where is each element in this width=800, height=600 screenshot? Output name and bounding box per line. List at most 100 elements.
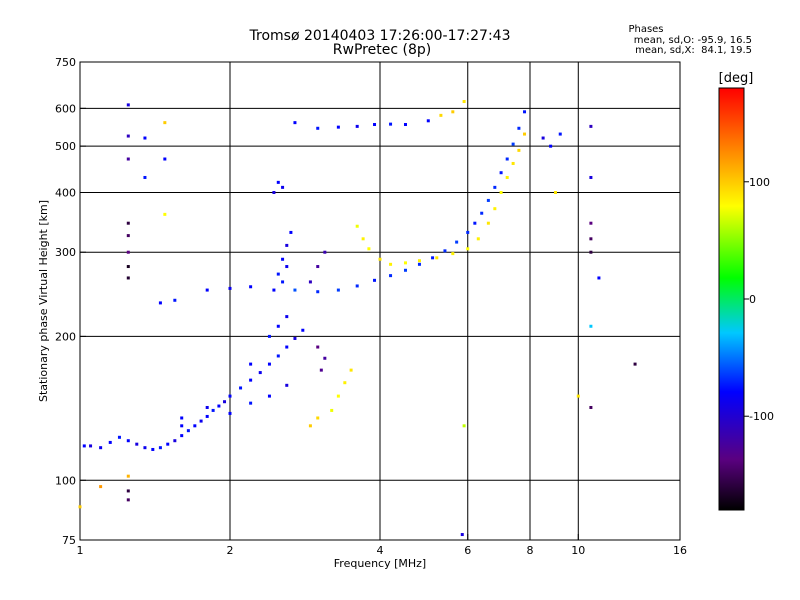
data-point <box>163 212 167 216</box>
data-point <box>473 221 477 225</box>
data-point <box>589 324 593 328</box>
data-point <box>126 250 130 254</box>
colorbar-ticks: 100 0 -100 <box>744 176 774 423</box>
data-point <box>389 122 393 126</box>
data-point <box>239 386 243 390</box>
data-point <box>82 444 86 448</box>
data-point <box>249 401 253 405</box>
data-point <box>211 408 215 412</box>
y-tick-label: 300 <box>55 246 76 259</box>
data-point <box>316 265 320 269</box>
data-points <box>78 100 637 537</box>
data-point <box>389 262 393 266</box>
data-point <box>523 110 527 114</box>
data-point <box>319 368 323 372</box>
data-point <box>267 362 271 366</box>
data-point <box>633 362 637 366</box>
data-point <box>151 447 155 451</box>
data-point <box>373 123 377 127</box>
data-point <box>558 132 562 136</box>
data-point <box>285 383 289 387</box>
data-point <box>589 221 593 225</box>
grid-lines <box>80 62 680 540</box>
data-point <box>486 198 490 202</box>
y-tick-label: 400 <box>55 186 76 199</box>
data-point <box>285 315 289 319</box>
data-point <box>143 136 147 140</box>
data-point <box>228 286 232 290</box>
y-tick-label: 100 <box>55 474 76 487</box>
y-tick-label: 200 <box>55 330 76 343</box>
data-point <box>199 419 203 423</box>
data-point <box>276 324 280 328</box>
data-point <box>476 237 480 241</box>
data-point <box>180 424 184 428</box>
data-point <box>403 123 407 127</box>
phases-title: Phases <box>628 24 663 35</box>
data-point <box>523 132 527 136</box>
data-point <box>480 211 484 215</box>
data-point <box>193 424 197 428</box>
data-point <box>486 221 490 225</box>
chart-title: Tromsø 20140403 17:26:00-17:27:43 <box>249 28 511 44</box>
data-point <box>367 247 371 251</box>
data-point <box>316 416 320 420</box>
data-point <box>249 362 253 366</box>
colorbar-tick-label: -100 <box>749 410 774 423</box>
data-point <box>143 446 147 450</box>
data-point <box>186 429 190 433</box>
data-point <box>276 180 280 184</box>
data-point <box>78 505 82 509</box>
data-point <box>293 336 297 340</box>
phases-o-line: mean, sd,O: -95.9, 16.5 <box>634 35 752 46</box>
data-point <box>553 190 557 194</box>
data-point <box>258 371 262 375</box>
data-point <box>89 444 93 448</box>
data-point <box>597 276 601 280</box>
data-point <box>589 124 593 128</box>
colorbar-tick-label: 0 <box>749 293 756 306</box>
data-point <box>462 100 466 104</box>
data-point <box>126 221 130 225</box>
data-point <box>289 230 293 234</box>
data-point <box>285 345 289 349</box>
data-point <box>228 411 232 415</box>
x-axis-label: Frequency [MHz] <box>334 557 426 570</box>
data-point <box>462 424 466 428</box>
data-point <box>158 301 162 305</box>
data-point <box>293 121 297 125</box>
data-point <box>517 148 521 152</box>
y-tick-label: 75 <box>62 534 76 547</box>
data-point <box>173 439 177 443</box>
data-point <box>336 394 340 398</box>
y-axis-label: Stationary phase Virtual Height [km] <box>37 200 50 402</box>
data-point <box>589 237 593 241</box>
data-point <box>301 328 305 332</box>
data-point <box>330 408 334 412</box>
data-point <box>316 290 320 294</box>
x-tick-label: 2 <box>227 544 234 557</box>
x-tick-label: 6 <box>464 544 471 557</box>
colorbar-tick-label: 100 <box>749 176 770 189</box>
data-point <box>505 175 509 179</box>
data-point <box>378 257 382 261</box>
data-point <box>135 442 139 446</box>
data-point <box>439 113 443 117</box>
data-point <box>511 161 515 165</box>
data-point <box>466 247 470 251</box>
x-axis-ticks: 1 2 4 6 8 10 16 <box>77 534 687 557</box>
data-point <box>180 434 184 438</box>
x-tick-label: 4 <box>377 544 384 557</box>
data-point <box>417 259 421 263</box>
data-point <box>431 256 435 260</box>
data-point <box>126 474 130 478</box>
data-point <box>99 485 103 489</box>
x-tick-label: 1 <box>77 544 84 557</box>
data-point <box>589 405 593 409</box>
data-point <box>293 288 297 292</box>
data-point <box>281 257 285 261</box>
colorbar-label: [deg] <box>719 71 754 86</box>
data-point <box>126 134 130 138</box>
data-point <box>336 288 340 292</box>
